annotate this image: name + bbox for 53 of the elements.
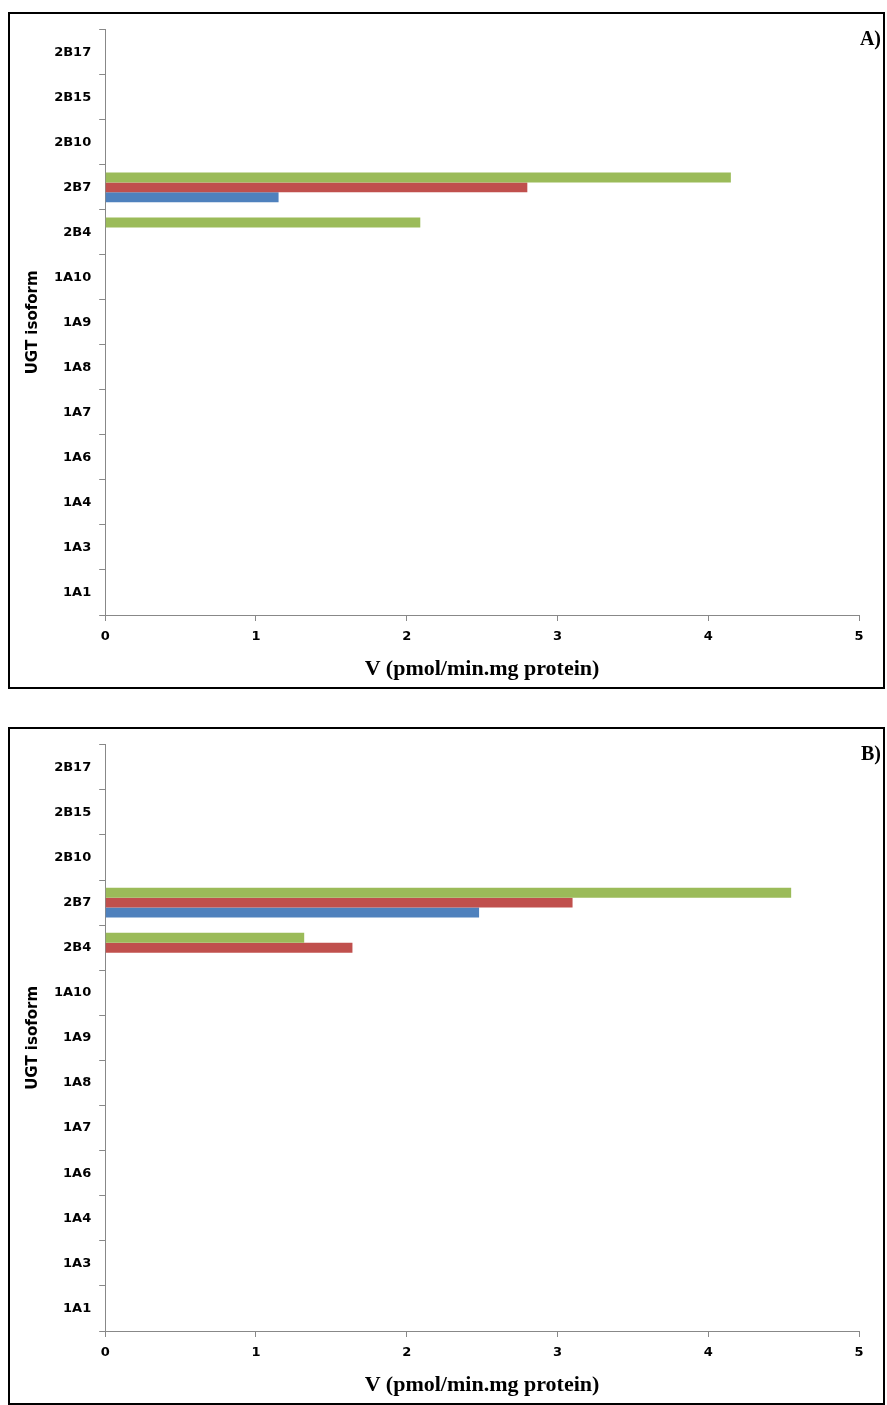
y-tick-label: 1A1 (63, 583, 92, 599)
bar (105, 907, 480, 918)
x-axis-title: V (pmol/min.mg protein) (364, 655, 600, 681)
bar (105, 897, 573, 908)
y-tick-label: 2B7 (63, 894, 92, 909)
y-tick-label: 1A3 (63, 1254, 92, 1270)
y-tick-label: 2B15 (54, 803, 92, 819)
y-tick-label: 2B17 (54, 758, 92, 774)
y-tick-label: 2B4 (63, 939, 92, 955)
y-tick-label: 1A7 (63, 1119, 92, 1135)
y-tick-label: 2B10 (54, 133, 92, 149)
y-tick-label: 1A4 (63, 493, 92, 509)
y-tick-label: 1A3 (63, 538, 92, 554)
text: A) (859, 27, 881, 51)
bar (105, 192, 279, 203)
x-tick-label: 2 (402, 628, 412, 644)
y-tick-label: 1A9 (63, 313, 92, 329)
bar (105, 942, 353, 953)
bar (105, 217, 421, 228)
x-tick-label: 5 (854, 1344, 864, 1360)
bar (105, 887, 792, 898)
y-tick-label: 1A1 (63, 1299, 92, 1315)
y-tick-label: 1A8 (63, 1074, 92, 1090)
x-tick-label: 0 (100, 1344, 110, 1360)
y-axis-title: UGT isoform (22, 985, 41, 1090)
x-tick-label: 3 (552, 1344, 562, 1360)
x-tick-label: 2 (402, 1344, 412, 1360)
text: B) (861, 742, 881, 766)
x-tick-label: 1 (251, 628, 261, 644)
y-tick-label: 1A8 (63, 358, 92, 374)
bar (105, 172, 731, 183)
x-tick-label: 0 (100, 628, 110, 644)
x-tick-label: 4 (703, 628, 713, 644)
y-tick-label: 2B17 (54, 43, 92, 59)
bar (105, 932, 305, 943)
x-tick-label: 5 (854, 628, 864, 644)
x-tick-label: 3 (552, 628, 562, 644)
bar (105, 182, 528, 193)
y-tick-label: 1A6 (63, 1164, 92, 1180)
y-tick-label: 2B4 (63, 223, 92, 239)
y-tick-label: 2B7 (63, 178, 92, 194)
y-tick-label: 2B15 (54, 88, 92, 104)
y-tick-label: 1A4 (63, 1209, 92, 1225)
y-tick-label: 1A9 (63, 1029, 92, 1045)
y-tick-label: 1A10 (53, 268, 92, 284)
y-tick-label: 1A6 (63, 448, 92, 464)
x-tick-label: 1 (251, 1344, 261, 1360)
y-tick-label: 1A7 (63, 403, 92, 419)
y-axis-title: UGT isoform (22, 270, 41, 375)
x-tick-label: 4 (703, 1344, 713, 1360)
y-tick-label: 1A10 (53, 984, 92, 1000)
y-tick-label: 2B10 (54, 848, 92, 864)
x-axis-title: V (pmol/min.mg protein) (364, 1371, 600, 1397)
